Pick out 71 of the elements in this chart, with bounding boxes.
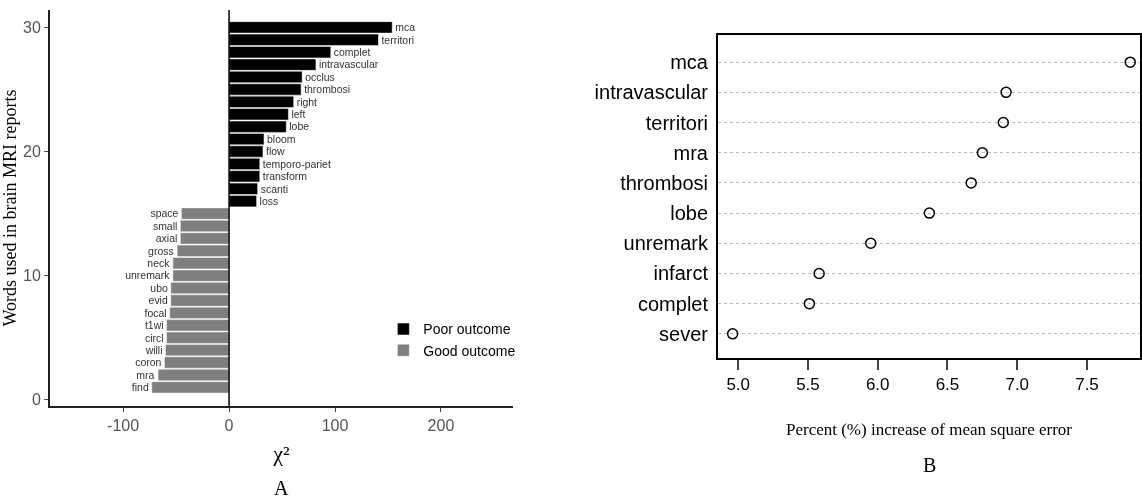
data-label: mra — [136, 369, 155, 381]
point — [976, 146, 989, 159]
x-tick-label: 7.0 — [1005, 375, 1030, 395]
data-label: ubo — [150, 282, 168, 294]
data-label: thrombosi — [304, 84, 351, 96]
data-label: intravascular — [318, 59, 379, 71]
data-label: axial — [155, 233, 178, 245]
data-label: space — [150, 208, 179, 220]
data-label: transform — [262, 171, 308, 183]
x-tick-label: 6.0 — [865, 375, 890, 395]
y-tick-label: complet — [637, 292, 709, 315]
x-tick-label: 0 — [224, 417, 234, 435]
legend-label: Good outcome — [423, 342, 516, 359]
point — [923, 207, 936, 219]
y-tick-label: unremark — [623, 232, 709, 255]
data-label: neck — [147, 258, 171, 270]
point — [997, 116, 1010, 129]
y-tick-label: 0 — [31, 391, 41, 409]
point — [965, 177, 977, 189]
data-label: left — [291, 109, 306, 121]
data-label: unremark — [125, 270, 171, 282]
x-tick-label: 100 — [321, 417, 349, 435]
data-label: bloom — [267, 133, 296, 145]
data-label: find — [131, 382, 149, 394]
point — [726, 328, 739, 340]
data-label: mca — [395, 22, 416, 34]
point — [1124, 56, 1136, 68]
data-label: territori — [381, 34, 414, 46]
text: B — [923, 454, 937, 476]
y-tick-label: lobe — [670, 202, 708, 225]
data-label: t1wi — [144, 320, 164, 332]
x-tick-label: 200 — [427, 417, 455, 435]
point — [813, 267, 825, 280]
point — [803, 297, 816, 310]
y-axis-title: Words used in brain MRI reports — [0, 89, 20, 327]
y-tick-label: sever — [659, 322, 709, 345]
data-label: willi — [144, 344, 163, 356]
y-tick-label: 20 — [23, 143, 41, 161]
data-label: evid — [148, 295, 168, 307]
y-tick-label: infarct — [653, 262, 709, 285]
point — [865, 237, 877, 250]
x-tick-label: 7.5 — [1075, 375, 1099, 395]
y-tick-label: 10 — [23, 267, 41, 285]
data-label: right — [296, 96, 318, 108]
x-tick-label: 5.5 — [796, 375, 820, 395]
data-label: flow — [265, 146, 286, 158]
data-label: loss — [259, 195, 279, 207]
y-tick-label: 30 — [23, 18, 41, 36]
x-tick-label: 5.0 — [726, 375, 751, 395]
data-label: gross — [148, 245, 174, 257]
data-label: temporo-pariet — [262, 158, 331, 170]
data-label: complet — [333, 47, 371, 59]
data-label: lobe — [289, 121, 310, 133]
legend-label: Poor outcome — [423, 321, 511, 338]
y-tick-label: mra — [673, 141, 709, 164]
x-tick-label: -100 — [107, 417, 140, 435]
data-label: scanti — [260, 183, 288, 195]
x-tick-label: 6.5 — [935, 375, 960, 395]
y-tick-label: territori — [645, 111, 708, 134]
y-tick-label: intravascular — [594, 81, 709, 104]
data-label: focal — [144, 307, 167, 319]
data-label: small — [152, 220, 178, 232]
point — [1000, 86, 1012, 99]
text: A — [274, 477, 289, 499]
y-tick-label: mca — [670, 51, 709, 74]
x-axis-title: χ² — [272, 440, 291, 466]
y-tick-label: thrombosi — [620, 171, 708, 194]
data-label: circl — [144, 332, 164, 344]
data-label: occlus — [305, 71, 335, 83]
data-label: coron — [135, 357, 162, 369]
x-axis-title: Percent (%) increase of mean square error — [785, 420, 1073, 440]
